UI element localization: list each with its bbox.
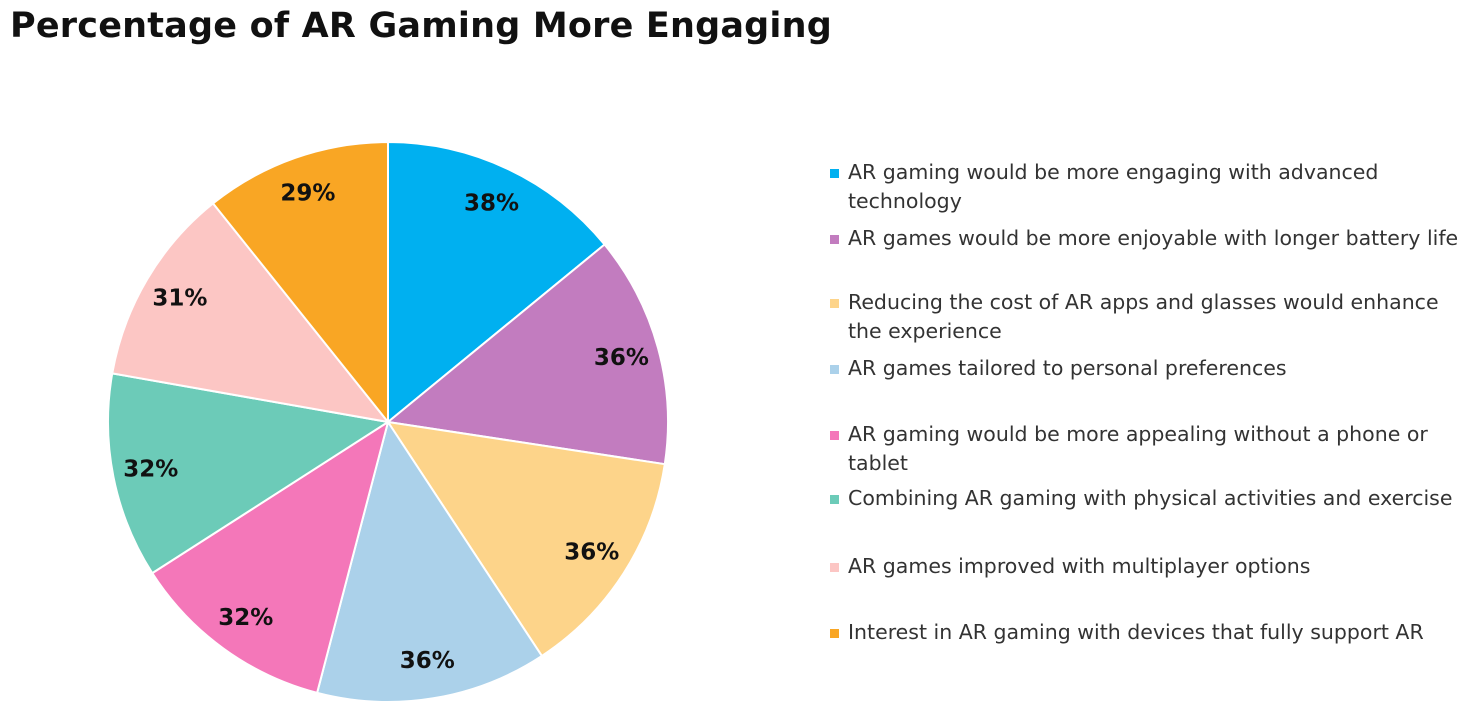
slice-data-label: 32% — [218, 605, 273, 631]
pie-slice — [385, 420, 666, 658]
pie-slice — [211, 140, 389, 425]
legend-label: AR gaming would be more appealing withou… — [848, 422, 1428, 475]
pie-chart: 38% 36% 36% 36% 32% 32% 31% 29% — [107, 140, 669, 703]
slice-data-label: 29% — [280, 181, 335, 207]
legend-label: Combining AR gaming with physical activi… — [848, 486, 1453, 510]
pie-slice — [107, 372, 391, 575]
legend-label: Interest in AR gaming with devices that … — [848, 620, 1424, 644]
pie-slice — [111, 201, 391, 424]
legend-item: Combining AR gaming with physical activi… — [830, 484, 1470, 513]
legend-swatch — [830, 365, 839, 374]
legend-label: AR games tailored to personal preference… — [848, 356, 1287, 380]
legend-item: Interest in AR gaming with devices that … — [830, 618, 1470, 647]
slice-data-label: 36% — [564, 540, 619, 566]
legend-swatch — [830, 169, 839, 178]
legend-swatch — [830, 629, 839, 638]
chart-title: Percentage of AR Gaming More Engaging — [10, 6, 833, 46]
legend-item: AR gaming would be more engaging with ad… — [830, 158, 1470, 216]
legend-swatch — [830, 235, 839, 244]
slice-data-label: 32% — [123, 457, 178, 483]
slice-data-label: 36% — [594, 345, 649, 371]
slice-data-label: 36% — [400, 648, 455, 674]
legend-item: AR games would be more enjoyable with lo… — [830, 224, 1470, 253]
legend-swatch — [830, 495, 839, 504]
pie-slice — [387, 140, 606, 425]
pie-slice — [315, 419, 544, 703]
legend-item: Reducing the cost of AR apps and glasses… — [830, 288, 1470, 346]
legend-label: AR gaming would be more engaging with ad… — [848, 160, 1379, 213]
pie-slice — [385, 243, 669, 466]
pie-slice — [150, 419, 390, 695]
legend-swatch — [830, 431, 839, 440]
legend-label: Reducing the cost of AR apps and glasses… — [848, 290, 1439, 343]
legend-label: AR games improved with multiplayer optio… — [848, 554, 1311, 578]
legend-item: AR gaming would be more appealing withou… — [830, 420, 1470, 478]
legend-item: AR games improved with multiplayer optio… — [830, 552, 1470, 581]
slice-data-label: 38% — [464, 190, 519, 216]
legend-item: AR games tailored to personal preference… — [830, 354, 1470, 383]
legend-swatch — [830, 563, 839, 572]
slice-data-label: 31% — [152, 286, 207, 312]
legend-swatch — [830, 299, 839, 308]
legend-label: AR games would be more enjoyable with lo… — [848, 226, 1459, 250]
